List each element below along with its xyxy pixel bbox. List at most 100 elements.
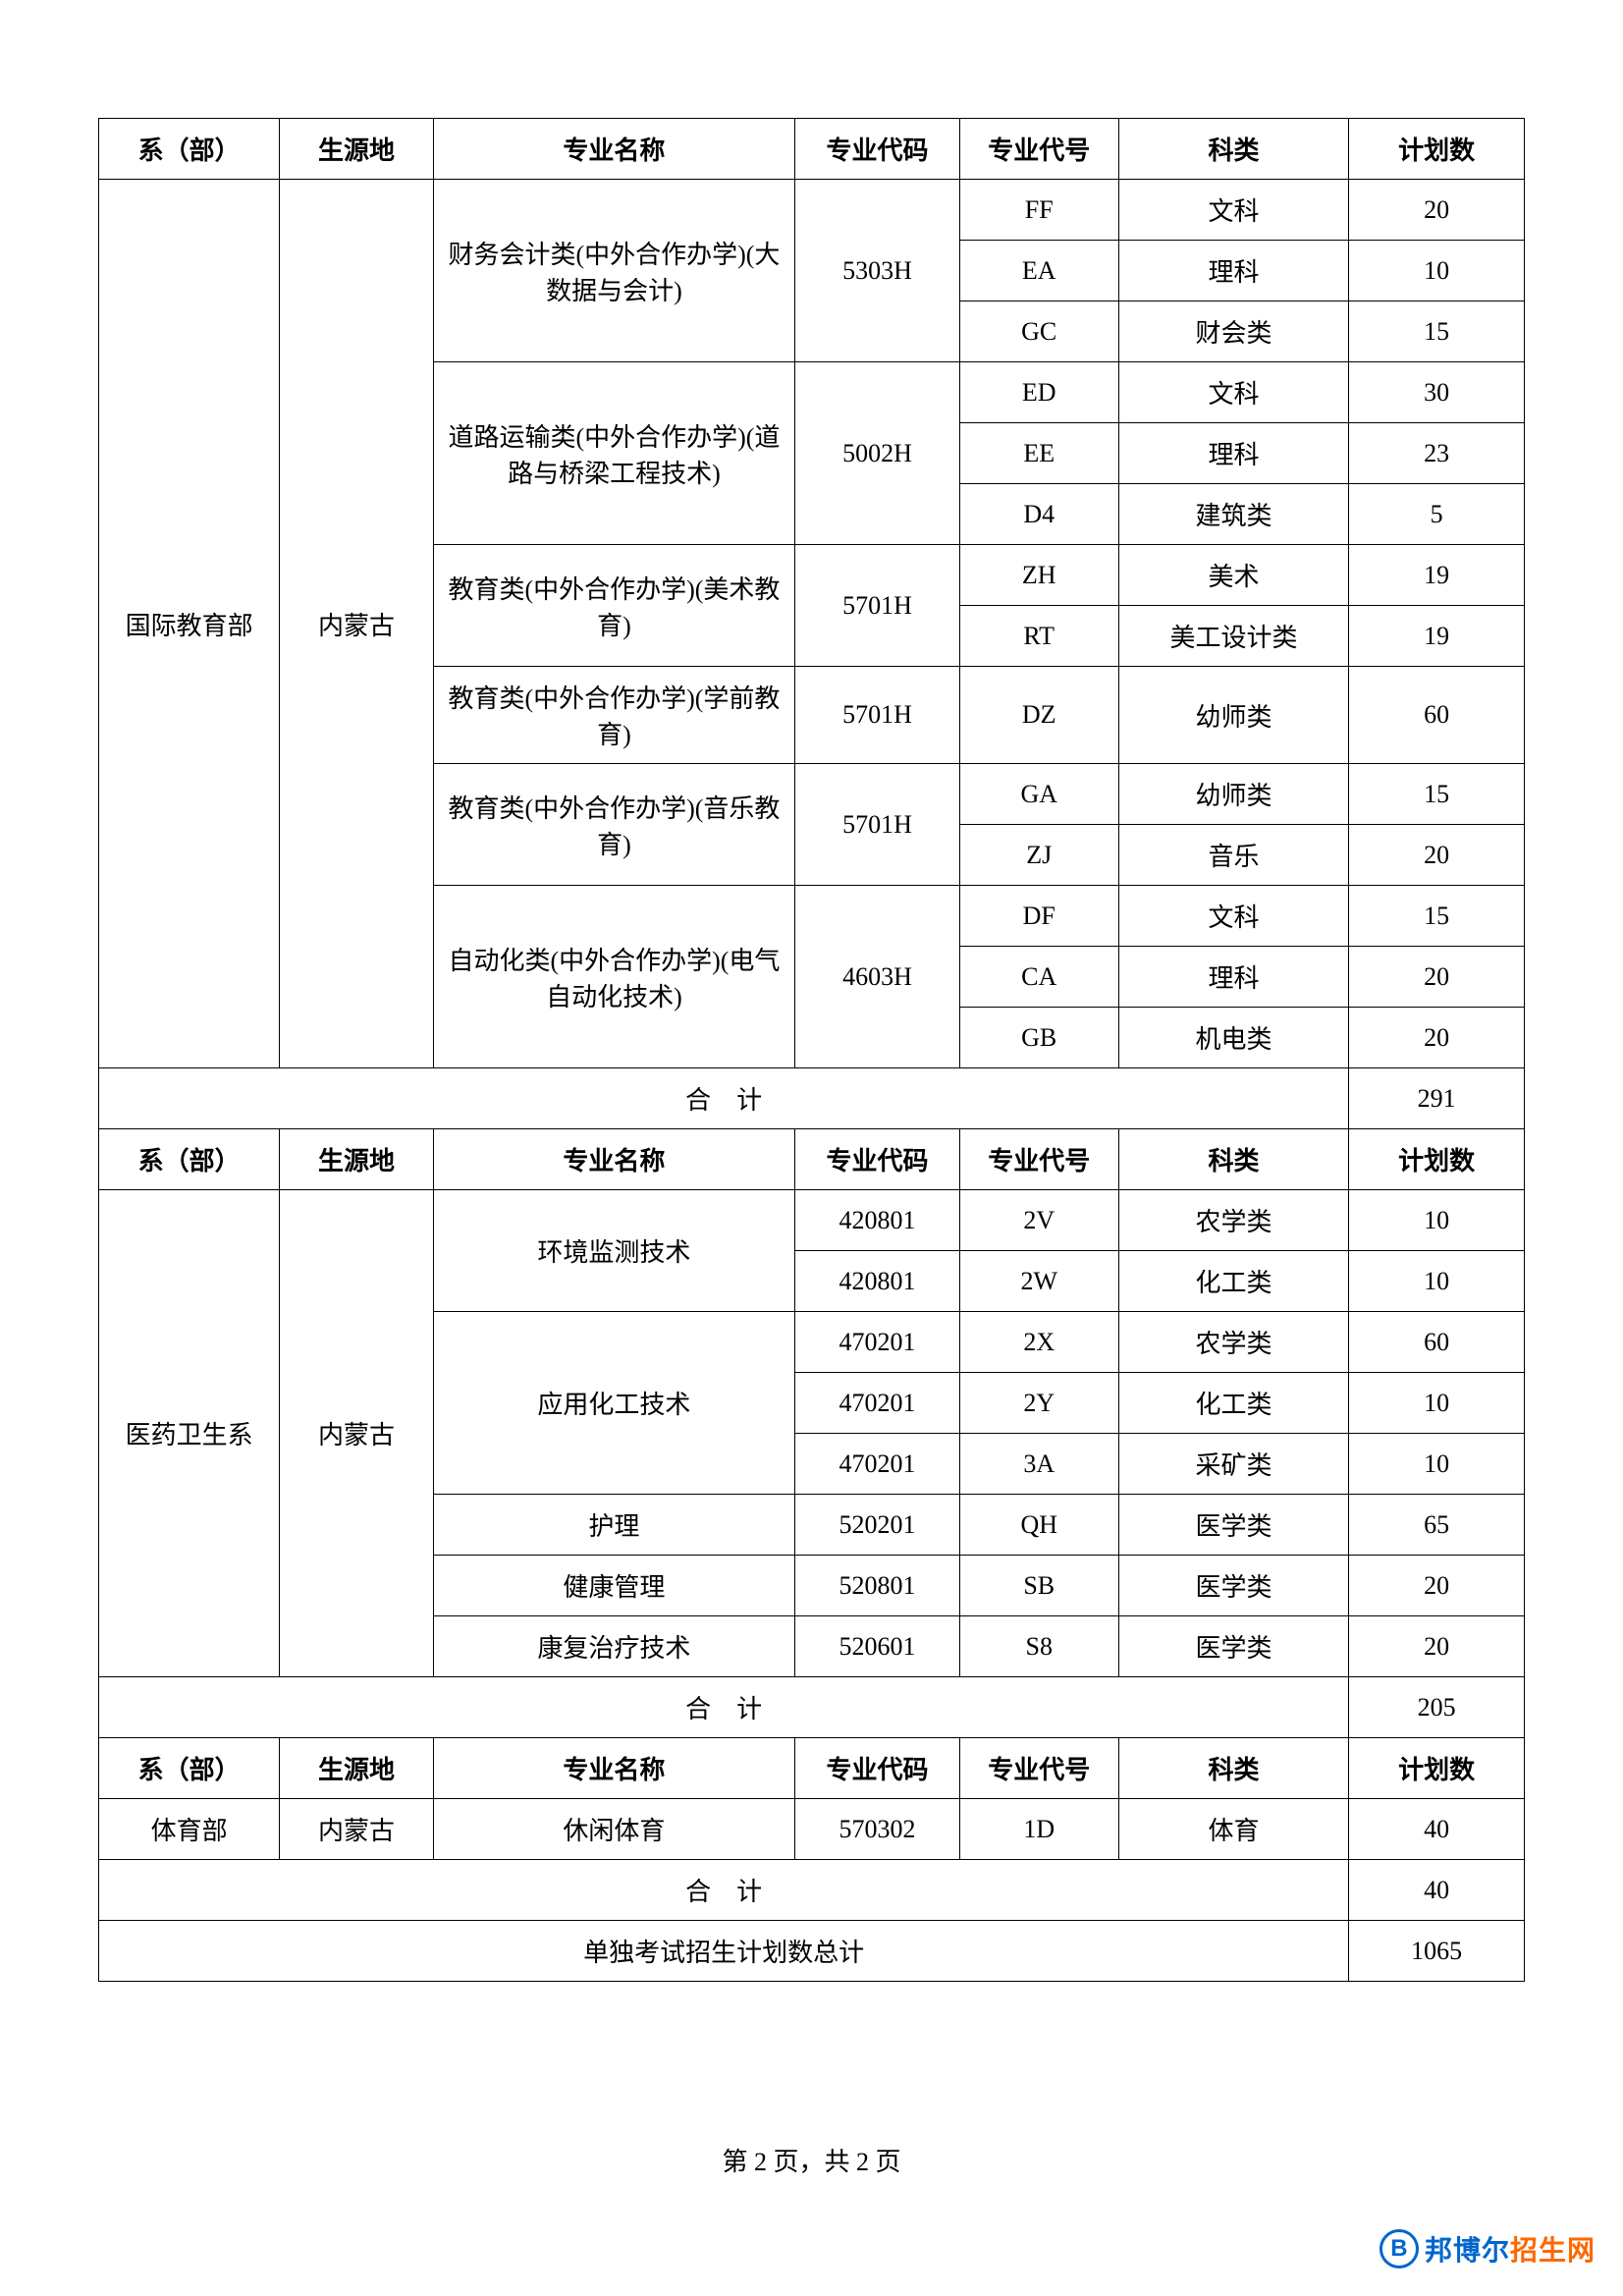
category-cell: 音乐 (1118, 825, 1349, 886)
grand-total-row: 单独考试招生计划数总计 1065 (99, 1921, 1525, 1982)
table-header-row: 系（部） 生源地 专业名称 专业代码 专业代号 科类 计划数 (99, 119, 1525, 180)
header-category: 科类 (1118, 1129, 1349, 1190)
header-dept: 系（部） (99, 119, 280, 180)
code-cell: 5701H (795, 545, 960, 667)
symbol-cell: D4 (959, 484, 1118, 545)
category-cell: 理科 (1118, 241, 1349, 301)
code-cell: 5701H (795, 764, 960, 886)
category-cell: 美工设计类 (1118, 606, 1349, 667)
header-symbol: 专业代号 (959, 119, 1118, 180)
code-cell: 5701H (795, 667, 960, 764)
code-cell: 470201 (795, 1373, 960, 1434)
major-cell: 环境监测技术 (433, 1190, 795, 1312)
header-origin: 生源地 (280, 1129, 433, 1190)
watermark-text-2: 招生网 (1510, 2235, 1596, 2266)
symbol-cell: EA (959, 241, 1118, 301)
symbol-cell: EE (959, 423, 1118, 484)
subtotal-row: 合 计 205 (99, 1677, 1525, 1738)
count-cell: 20 (1349, 180, 1525, 241)
subtotal-value: 291 (1349, 1068, 1525, 1129)
code-cell: 520201 (795, 1495, 960, 1556)
count-cell: 15 (1349, 886, 1525, 947)
header-origin: 生源地 (280, 119, 433, 180)
grand-total-value: 1065 (1349, 1921, 1525, 1982)
symbol-cell: 2V (959, 1190, 1118, 1251)
major-cell: 自动化类(中外合作办学)(电气自动化技术) (433, 886, 795, 1068)
major-cell: 教育类(中外合作办学)(美术教育) (433, 545, 795, 667)
subtotal-row: 合 计 40 (99, 1860, 1525, 1921)
major-cell: 应用化工技术 (433, 1312, 795, 1495)
subtotal-label: 合 计 (99, 1677, 1349, 1738)
enrollment-plan-table: 系（部） 生源地 专业名称 专业代码 专业代号 科类 计划数 国际教育部 内蒙古… (98, 118, 1525, 1982)
dept-cell: 国际教育部 (99, 180, 280, 1068)
origin-cell: 内蒙古 (280, 1799, 433, 1860)
count-cell: 60 (1349, 667, 1525, 764)
header-count: 计划数 (1349, 119, 1525, 180)
header-origin: 生源地 (280, 1738, 433, 1799)
header-dept: 系（部） (99, 1738, 280, 1799)
dept-cell: 体育部 (99, 1799, 280, 1860)
category-cell: 文科 (1118, 362, 1349, 423)
category-cell: 幼师类 (1118, 764, 1349, 825)
code-cell: 420801 (795, 1251, 960, 1312)
count-cell: 20 (1349, 825, 1525, 886)
origin-cell: 内蒙古 (280, 180, 433, 1068)
watermark-text-1: 邦博尔 (1425, 2235, 1510, 2266)
category-cell: 建筑类 (1118, 484, 1349, 545)
major-cell: 健康管理 (433, 1556, 795, 1616)
page-footer: 第 2 页，共 2 页 (0, 2142, 1623, 2178)
count-cell: 10 (1349, 1373, 1525, 1434)
watermark: B 邦博尔招生网 (1380, 2229, 1596, 2269)
header-code: 专业代码 (795, 1129, 960, 1190)
subtotal-row: 合 计 291 (99, 1068, 1525, 1129)
count-cell: 30 (1349, 362, 1525, 423)
category-cell: 医学类 (1118, 1556, 1349, 1616)
symbol-cell: 2W (959, 1251, 1118, 1312)
code-cell: 570302 (795, 1799, 960, 1860)
category-cell: 文科 (1118, 886, 1349, 947)
symbol-cell: GA (959, 764, 1118, 825)
category-cell: 农学类 (1118, 1190, 1349, 1251)
category-cell: 财会类 (1118, 301, 1349, 362)
count-cell: 23 (1349, 423, 1525, 484)
count-cell: 20 (1349, 1616, 1525, 1677)
category-cell: 美术 (1118, 545, 1349, 606)
symbol-cell: 3A (959, 1434, 1118, 1495)
header-major: 专业名称 (433, 119, 795, 180)
count-cell: 19 (1349, 606, 1525, 667)
major-cell: 康复治疗技术 (433, 1616, 795, 1677)
header-major: 专业名称 (433, 1738, 795, 1799)
category-cell: 医学类 (1118, 1616, 1349, 1677)
symbol-cell: ED (959, 362, 1118, 423)
table-header-row: 系（部） 生源地 专业名称 专业代码 专业代号 科类 计划数 (99, 1738, 1525, 1799)
symbol-cell: 2Y (959, 1373, 1118, 1434)
category-cell: 化工类 (1118, 1251, 1349, 1312)
major-cell: 休闲体育 (433, 1799, 795, 1860)
code-cell: 5303H (795, 180, 960, 362)
category-cell: 医学类 (1118, 1495, 1349, 1556)
count-cell: 60 (1349, 1312, 1525, 1373)
code-cell: 470201 (795, 1434, 960, 1495)
category-cell: 农学类 (1118, 1312, 1349, 1373)
category-cell: 化工类 (1118, 1373, 1349, 1434)
category-cell: 理科 (1118, 947, 1349, 1008)
code-cell: 420801 (795, 1190, 960, 1251)
count-cell: 10 (1349, 1190, 1525, 1251)
count-cell: 15 (1349, 764, 1525, 825)
subtotal-label: 合 计 (99, 1068, 1349, 1129)
major-cell: 教育类(中外合作办学)(音乐教育) (433, 764, 795, 886)
origin-cell: 内蒙古 (280, 1190, 433, 1677)
symbol-cell: 2X (959, 1312, 1118, 1373)
grand-total-label: 单独考试招生计划数总计 (99, 1921, 1349, 1982)
symbol-cell: RT (959, 606, 1118, 667)
symbol-cell: GB (959, 1008, 1118, 1068)
symbol-cell: ZH (959, 545, 1118, 606)
header-major: 专业名称 (433, 1129, 795, 1190)
symbol-cell: ZJ (959, 825, 1118, 886)
header-dept: 系（部） (99, 1129, 280, 1190)
count-cell: 10 (1349, 1434, 1525, 1495)
count-cell: 20 (1349, 1556, 1525, 1616)
category-cell: 机电类 (1118, 1008, 1349, 1068)
symbol-cell: SB (959, 1556, 1118, 1616)
watermark-icon: B (1380, 2229, 1419, 2269)
